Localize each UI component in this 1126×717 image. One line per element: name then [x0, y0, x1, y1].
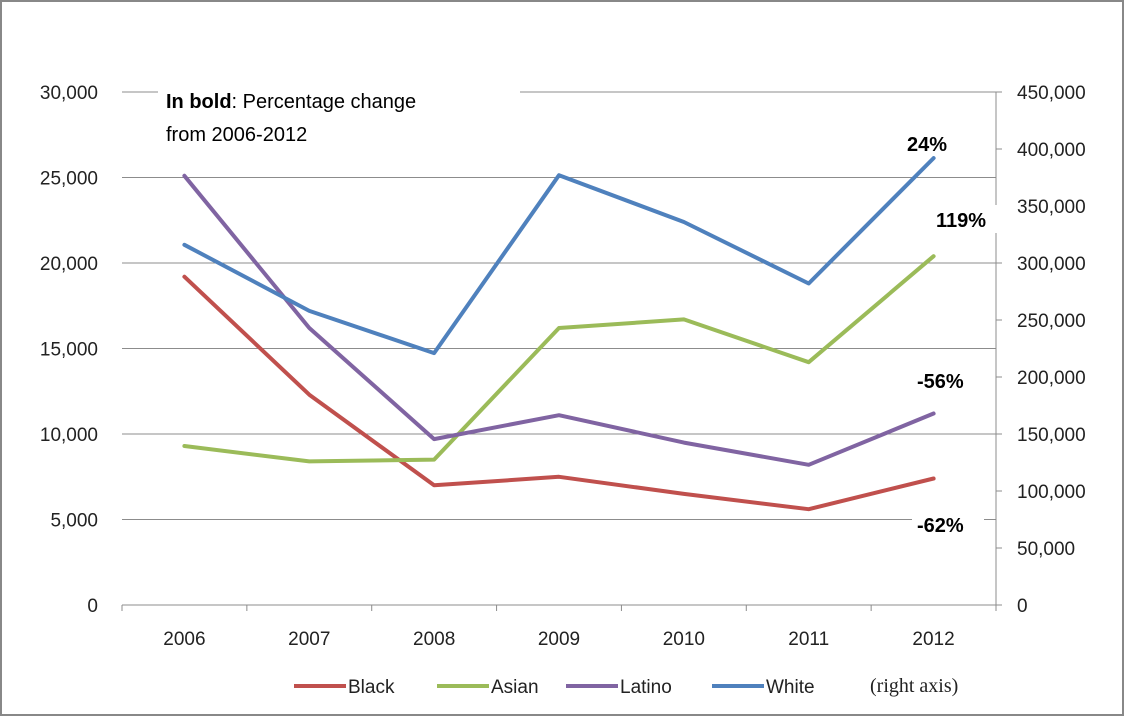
annotation-line-1: In bold: Percentage change — [166, 91, 416, 113]
series-lines — [182, 156, 936, 512]
left-tick-label: 25,000 — [40, 169, 98, 190]
right-tick-label: 300,000 — [1017, 254, 1086, 275]
x-tick-label: 2012 — [912, 629, 954, 650]
x-axis-ticks: 2006 2007 2008 2009 2010 2011 2012 — [121, 605, 997, 650]
pct-label-asian: 119% — [936, 210, 986, 232]
pct-bg-119 — [932, 205, 1004, 233]
legend-label-latino: Latino — [620, 677, 672, 698]
right-tick-label: 100,000 — [1017, 482, 1086, 503]
right-tick-label: 0 — [1017, 596, 1028, 617]
x-tick-label: 2007 — [288, 629, 330, 650]
right-axis-ticks: 0 50,000 100,000 150,000 200,000 250,000 300,0… — [995, 83, 1086, 617]
series-line-asian — [182, 254, 936, 464]
x-tick-label: 2010 — [663, 629, 705, 650]
left-tick-label: 5,000 — [50, 511, 98, 532]
series-line-white — [182, 156, 936, 356]
pct-label-black: -62% — [917, 515, 964, 537]
right-tick-label: 250,000 — [1017, 311, 1086, 332]
x-tick-label: 2008 — [413, 629, 455, 650]
legend-suffix: (right axis) — [870, 675, 958, 697]
legend-label-black: Black — [348, 677, 395, 698]
right-tick-label: 150,000 — [1017, 425, 1086, 446]
annotation-bold: In bold — [166, 91, 232, 113]
x-tick-label: 2006 — [163, 629, 205, 650]
x-tick-label: 2011 — [788, 629, 829, 650]
pct-bg-56 — [912, 366, 984, 394]
legend-label-white: White — [766, 677, 815, 698]
left-axis-ticks: 0 5,000 10,000 15,000 20,000 25,000 30,000 — [40, 83, 98, 617]
left-tick-label: 30,000 — [40, 83, 98, 104]
x-tick-label: 2009 — [538, 629, 580, 650]
pct-bg-24 — [900, 128, 962, 156]
pct-label-white: 24% — [907, 134, 947, 156]
legend-label-asian: Asian — [491, 677, 539, 698]
annotation-rest: : Percentage change — [232, 91, 417, 113]
right-tick-label: 50,000 — [1017, 539, 1075, 560]
series-line-latino — [182, 173, 936, 467]
pct-label-latino: -56% — [917, 371, 964, 393]
right-tick-label: 350,000 — [1017, 197, 1086, 218]
annotation-box — [158, 80, 520, 150]
series-line-black — [182, 274, 936, 512]
right-tick-label: 400,000 — [1017, 140, 1086, 161]
pct-bg-62 — [912, 510, 984, 538]
annotation-line-2: from 2006-2012 — [166, 124, 307, 146]
right-tick-label: 200,000 — [1017, 368, 1086, 389]
left-tick-label: 0 — [87, 596, 98, 617]
left-tick-label: 20,000 — [40, 254, 98, 275]
legend: Black Asian Latino White (right axis) — [294, 675, 958, 698]
left-tick-label: 15,000 — [40, 340, 98, 361]
right-tick-label: 450,000 — [1017, 83, 1086, 104]
left-tick-label: 10,000 — [40, 425, 98, 446]
